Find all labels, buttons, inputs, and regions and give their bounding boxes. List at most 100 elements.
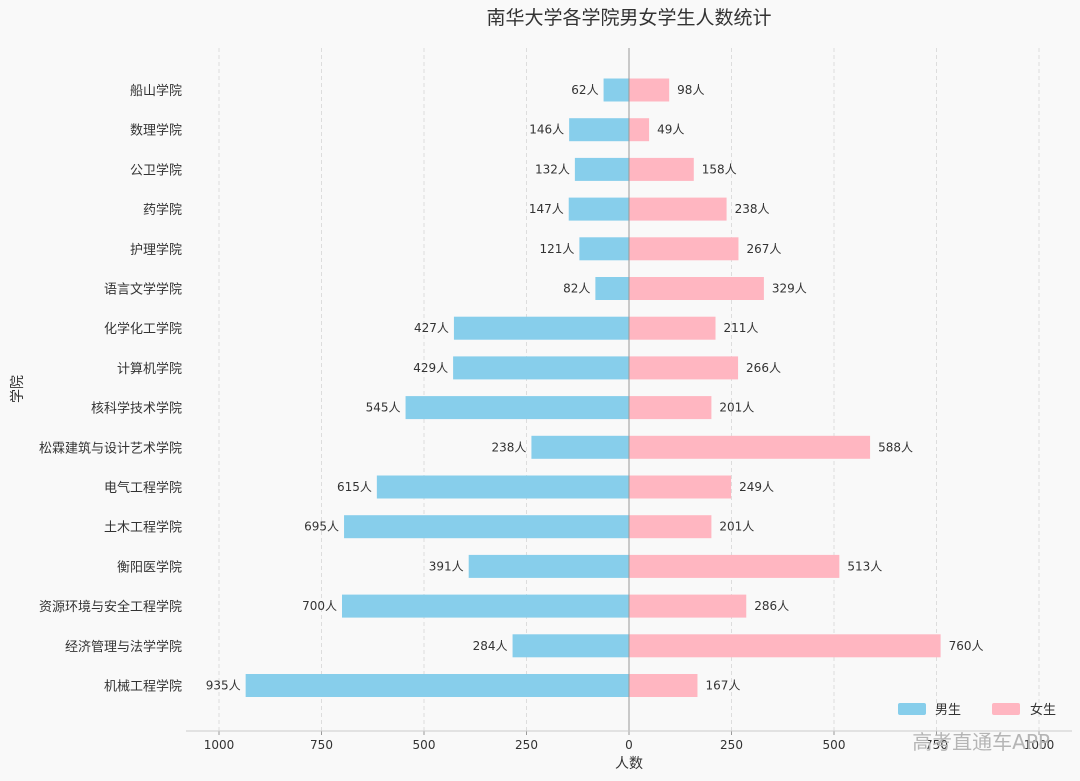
category-label: 公卫学院 [130, 162, 182, 178]
bar-male [569, 118, 629, 142]
bar-female [629, 435, 871, 459]
watermark: 高考直通车APP [912, 730, 1050, 754]
category-label: 护理学院 [130, 242, 182, 258]
data-label-male: 935人 [206, 679, 241, 693]
bar-female [629, 197, 727, 221]
data-label-male: 121人 [539, 242, 574, 256]
data-label-female: 266人 [746, 361, 781, 375]
x-tick-label: 750 [925, 738, 948, 752]
bar-male [245, 674, 629, 697]
bar-female [629, 356, 739, 380]
legend-swatch-male [898, 703, 926, 715]
x-tick-label: 1000 [204, 738, 235, 752]
data-label-female: 201人 [719, 401, 754, 415]
bar-male [603, 78, 629, 102]
category-label: 计算机学院 [117, 361, 182, 377]
category-label: 资源环境与安全工程学院 [39, 599, 182, 615]
data-label-female: 167人 [705, 679, 740, 693]
bar-female [629, 396, 712, 420]
bar-female [629, 316, 716, 340]
data-label-male: 147人 [529, 202, 564, 216]
legend-label-female: 女生 [1030, 702, 1056, 718]
x-tick-label: 250 [515, 738, 538, 752]
bar-female [629, 515, 712, 539]
data-label-male: 238人 [492, 440, 527, 454]
data-label-male: 427人 [414, 321, 449, 335]
data-label-female: 98人 [677, 83, 704, 97]
data-label-male: 146人 [529, 123, 564, 137]
bar-male [342, 594, 629, 618]
category-label: 机械工程学院 [104, 679, 182, 695]
data-label-male: 429人 [413, 361, 448, 375]
data-label-male: 615人 [337, 480, 372, 494]
bar-male [344, 515, 629, 539]
bar-male [468, 554, 629, 578]
bar-female [629, 237, 739, 261]
bar-male [405, 396, 629, 420]
chart-title: 南华大学各学院男女学生人数统计 [486, 7, 771, 29]
category-label: 核科学技术学院 [91, 401, 182, 417]
data-label-female: 760人 [949, 639, 984, 653]
bar-male [453, 316, 629, 340]
x-tick-label: 0 [625, 738, 633, 752]
bar-female [629, 118, 650, 142]
data-label-female: 158人 [702, 162, 737, 176]
bar-female [629, 475, 732, 499]
bar-female [629, 277, 764, 300]
data-label-female: 588人 [878, 440, 913, 454]
data-label-male: 695人 [304, 520, 339, 534]
category-label: 衡阳医学院 [117, 559, 182, 575]
bar-male [512, 634, 629, 658]
bar-female [629, 78, 670, 102]
category-label: 电气工程学院 [104, 480, 182, 496]
data-labels: 62人 98人 146人 49人 132人 158人 147人 238人 121人 267人 82人… [206, 83, 984, 693]
data-label-female: 49人 [657, 123, 684, 137]
x-tick-label: 1000 [1024, 738, 1055, 752]
bars [245, 78, 941, 697]
category-label: 数理学院 [130, 123, 182, 139]
x-tick-label: 500 [823, 738, 846, 752]
category-label: 土木工程学院 [104, 520, 182, 536]
category-label: 语言文学学院 [104, 282, 182, 298]
bar-male [595, 277, 629, 300]
bar-female [629, 674, 698, 697]
y-axis-label: 学院 [10, 375, 26, 403]
data-label-female: 513人 [847, 559, 882, 573]
category-labels: 船山学院数理学院公卫学院药学院护理学院语言文学学院化学化工学院计算机学院核科学技… [39, 83, 182, 695]
bar-female [629, 554, 840, 578]
legend-swatch-female [992, 703, 1020, 715]
data-label-female: 329人 [772, 282, 807, 296]
bar-male [376, 475, 629, 499]
data-label-female: 286人 [754, 599, 789, 613]
legend-label-male: 男生 [935, 703, 961, 718]
data-label-female: 238人 [735, 202, 770, 216]
x-tick-label: 750 [310, 738, 333, 752]
data-label-male: 391人 [429, 559, 464, 573]
data-label-male: 82人 [563, 282, 590, 296]
data-label-male: 284人 [473, 639, 508, 653]
bar-female [629, 634, 941, 658]
data-label-female: 267人 [746, 242, 781, 256]
x-tick-label: 250 [720, 738, 743, 752]
data-label-male: 132人 [535, 162, 570, 176]
category-label: 化学化工学院 [104, 321, 182, 337]
bar-female [629, 594, 747, 618]
bar-male [574, 157, 629, 181]
bar-male [531, 435, 629, 459]
category-label: 药学院 [143, 202, 182, 218]
x-tick-label: 500 [413, 738, 436, 752]
category-label: 经济管理与法学学院 [65, 639, 182, 655]
legend: 男生 女生 [898, 702, 1056, 718]
data-label-male: 545人 [366, 401, 401, 415]
data-label-male: 700人 [302, 599, 337, 613]
bar-male [568, 197, 629, 221]
x-axis-label: 人数 [615, 756, 643, 772]
bar-male [453, 356, 629, 380]
category-label: 船山学院 [130, 83, 182, 99]
x-tick-labels: 1000 750 500 250 0 250 500 750 1000 [204, 738, 1055, 752]
bar-female [629, 157, 694, 181]
data-label-female: 211人 [724, 321, 759, 335]
data-label-female: 201人 [719, 520, 754, 534]
data-label-female: 249人 [739, 480, 774, 494]
